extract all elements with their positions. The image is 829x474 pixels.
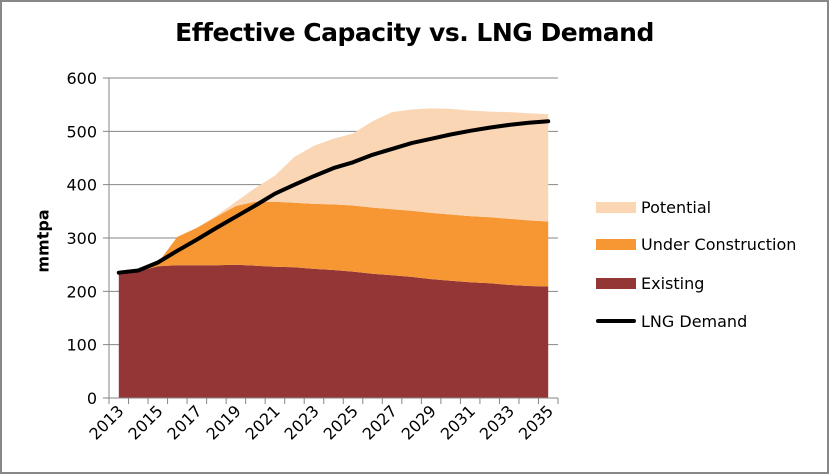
x-tick-label-2031: 2031 [437, 401, 479, 443]
legend-item-under-construction: Under Construction [596, 233, 796, 255]
legend-item-lng-demand: LNG Demand [596, 310, 747, 332]
x-tick-label-2023: 2023 [281, 401, 323, 443]
legend-swatch-potential [596, 201, 636, 213]
legend-line-lng-demand [596, 319, 636, 323]
x-tick-label-2029: 2029 [398, 401, 440, 443]
axes [103, 78, 559, 404]
legend-label-under-construction: Under Construction [641, 234, 797, 254]
y-tick-label-300: 300 [66, 229, 97, 248]
legend-label-existing: Existing [641, 273, 705, 293]
x-tick-label-2035: 2035 [515, 401, 557, 443]
x-tick-labels: 2013201520172019202120232025202720292031… [85, 401, 557, 443]
y-tick-label-200: 200 [66, 282, 97, 301]
y-tick-label-500: 500 [66, 122, 97, 141]
x-tick-label-2025: 2025 [320, 401, 362, 443]
y-tick-label-400: 400 [66, 176, 97, 195]
area-potential [118, 108, 549, 274]
legend-swatch-existing [596, 277, 636, 289]
x-tick-label-2019: 2019 [202, 401, 244, 443]
x-tick-label-2033: 2033 [476, 401, 518, 443]
x-tick-label-2015: 2015 [124, 401, 166, 443]
x-tick-label-2021: 2021 [242, 401, 284, 443]
chart-title: Effective Capacity vs. LNG Demand [175, 18, 654, 47]
legend-item-potential: Potential [596, 196, 711, 218]
y-tick-label-600: 600 [66, 69, 97, 88]
legend-swatch-under-construction [596, 238, 636, 250]
y-tick-label-100: 100 [66, 336, 97, 355]
stacked-areas [118, 108, 549, 398]
legend-label-lng-demand: LNG Demand [641, 311, 748, 331]
legend-label-potential: Potential [641, 197, 712, 217]
legend-item-existing: Existing [596, 272, 704, 294]
y-tick-label-0: 0 [87, 389, 97, 408]
demand-line-group [116, 119, 551, 275]
y-tick-labels: 0 100 200 300 400 500 600 [66, 69, 97, 408]
x-tick-label-2017: 2017 [163, 401, 205, 443]
area-existing [118, 264, 549, 398]
x-tick-label-2027: 2027 [359, 401, 401, 443]
